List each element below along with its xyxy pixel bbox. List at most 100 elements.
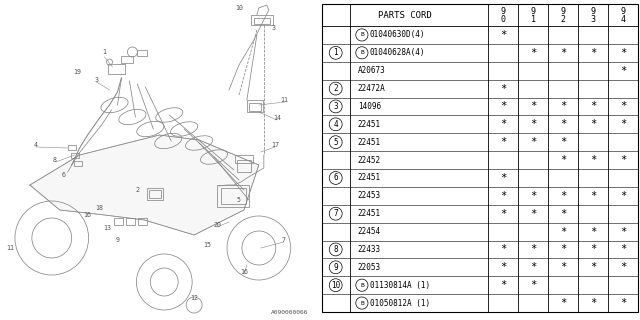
Text: *: *	[500, 262, 506, 272]
Text: *: *	[590, 244, 596, 254]
Text: *: *	[560, 298, 566, 308]
Text: 9: 9	[591, 6, 596, 15]
Text: 9: 9	[621, 6, 625, 15]
Text: *: *	[530, 244, 536, 254]
Bar	[251, 15, 273, 25]
Text: 7: 7	[282, 237, 285, 243]
Text: *: *	[620, 155, 626, 165]
Text: 17: 17	[271, 142, 279, 148]
Text: 19: 19	[74, 69, 82, 75]
Text: 22452: 22452	[358, 156, 381, 164]
Bar	[249, 103, 261, 111]
Text: 22454: 22454	[358, 227, 381, 236]
Bar	[108, 64, 125, 74]
Text: 9: 9	[501, 6, 506, 15]
Text: 9: 9	[115, 237, 120, 243]
Text: B: B	[360, 283, 364, 288]
Text: *: *	[620, 119, 626, 129]
Text: *: *	[530, 191, 536, 201]
Text: *: *	[500, 137, 506, 147]
Text: 15: 15	[203, 242, 211, 248]
Text: 10: 10	[235, 5, 243, 11]
Text: 11: 11	[280, 97, 288, 103]
Polygon shape	[30, 135, 259, 235]
Text: 01050812A (1): 01050812A (1)	[370, 299, 430, 308]
Text: 10: 10	[331, 281, 340, 290]
Text: 5: 5	[237, 197, 241, 203]
Text: 5: 5	[333, 138, 338, 147]
Text: *: *	[500, 244, 506, 254]
Text: B: B	[360, 50, 364, 55]
Text: 6: 6	[61, 172, 66, 178]
Text: *: *	[620, 227, 626, 236]
Text: 01130814A (1): 01130814A (1)	[370, 281, 430, 290]
Bar	[247, 100, 263, 112]
Text: *: *	[560, 119, 566, 129]
Bar	[70, 153, 79, 158]
Text: 01040630D(4): 01040630D(4)	[370, 30, 426, 39]
Text: *: *	[500, 119, 506, 129]
Text: *: *	[560, 48, 566, 58]
Text: *: *	[500, 101, 506, 111]
Text: 9: 9	[531, 6, 536, 15]
Text: 3: 3	[591, 14, 596, 23]
Text: 18: 18	[95, 205, 104, 211]
Text: *: *	[590, 191, 596, 201]
Text: 1: 1	[531, 14, 536, 23]
Text: 22451: 22451	[358, 173, 381, 182]
Text: *: *	[590, 119, 596, 129]
Text: *: *	[620, 262, 626, 272]
Text: *: *	[530, 119, 536, 129]
Text: *: *	[500, 191, 506, 201]
Text: 4: 4	[621, 14, 625, 23]
Text: B: B	[360, 300, 364, 306]
Text: *: *	[560, 191, 566, 201]
Text: *: *	[560, 155, 566, 165]
Text: *: *	[560, 209, 566, 219]
Text: 22053: 22053	[358, 263, 381, 272]
Text: 22451: 22451	[358, 138, 381, 147]
Text: *: *	[590, 227, 596, 236]
Text: 22453: 22453	[358, 191, 381, 200]
Text: *: *	[560, 101, 566, 111]
Text: 8: 8	[333, 245, 338, 254]
Text: *: *	[590, 48, 596, 58]
Text: 22451: 22451	[358, 120, 381, 129]
Text: *: *	[620, 48, 626, 58]
Bar	[221, 188, 246, 204]
Text: *: *	[500, 209, 506, 219]
Bar	[115, 218, 124, 225]
Bar	[149, 190, 161, 198]
Text: *: *	[500, 173, 506, 183]
Bar	[138, 218, 147, 225]
Text: 01040628A(4): 01040628A(4)	[370, 48, 426, 57]
Text: 4: 4	[333, 120, 338, 129]
Text: 11: 11	[6, 245, 14, 251]
Text: *: *	[530, 262, 536, 272]
Text: 22451: 22451	[358, 209, 381, 218]
Text: *: *	[590, 155, 596, 165]
Text: 12: 12	[190, 295, 198, 301]
Text: 22433: 22433	[358, 245, 381, 254]
Bar	[122, 56, 133, 63]
Text: 1: 1	[102, 49, 106, 55]
Text: *: *	[530, 209, 536, 219]
Text: *: *	[620, 66, 626, 76]
Bar	[68, 145, 76, 150]
Bar	[217, 185, 249, 207]
Text: 14: 14	[273, 115, 281, 121]
Bar	[127, 218, 136, 225]
Text: 1: 1	[333, 48, 338, 57]
Bar	[235, 155, 253, 163]
Text: *: *	[500, 280, 506, 290]
Bar	[237, 160, 251, 172]
Text: 2: 2	[333, 84, 338, 93]
Text: A20673: A20673	[358, 66, 385, 75]
Text: *: *	[530, 101, 536, 111]
Text: 2: 2	[136, 187, 140, 193]
Bar	[138, 50, 147, 56]
Text: 14096: 14096	[358, 102, 381, 111]
Text: *: *	[620, 298, 626, 308]
Text: *: *	[500, 30, 506, 40]
Text: 2: 2	[561, 14, 566, 23]
